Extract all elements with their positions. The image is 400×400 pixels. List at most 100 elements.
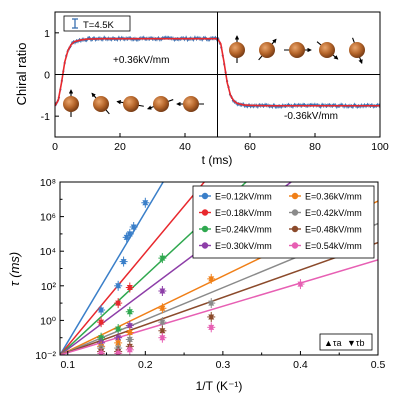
legend-swatch-marker <box>201 192 209 200</box>
legend-swatch-marker <box>201 225 209 233</box>
bottom-y-tick-label: 10² <box>41 281 57 293</box>
positive-field-label: +0.36kV/mm <box>113 55 169 66</box>
legend-entry-label: E=0.24kV/mm <box>215 225 272 235</box>
top-ylabel: Chiral ratio <box>14 43 29 106</box>
data-point-tau-a <box>159 319 166 325</box>
legend-entry-label: E=0.36kV/mm <box>305 192 362 202</box>
data-point-tau-a <box>126 336 133 342</box>
bottom-y-tick-label: 10⁸ <box>40 177 56 189</box>
top-x-tick-label: 0 <box>52 141 58 153</box>
top-x-tick-label: 40 <box>179 141 191 153</box>
bottom-y-tick-label: 10⁻² <box>35 350 56 362</box>
top-legend-box <box>63 15 131 32</box>
data-point-tau-a <box>159 335 166 341</box>
legend-swatch-marker <box>201 242 209 249</box>
data-point-tau-a <box>126 323 133 329</box>
top-legend-label: T=4.5K <box>83 20 115 31</box>
bottom-xlabel: 1/T (K⁻¹) <box>196 379 243 393</box>
top-xlabel: t (ms) <box>202 153 233 167</box>
spin-ball <box>63 96 79 112</box>
fit-line <box>60 182 205 355</box>
legend-swatch-marker <box>291 209 299 216</box>
spin-chain-illustrations <box>63 35 365 117</box>
top-x-tick-label: 80 <box>309 141 321 153</box>
data-point-tau-a <box>126 285 133 291</box>
top-x-tick-label: 60 <box>244 141 256 153</box>
bottom-legend-box <box>192 185 375 259</box>
bottom-x-tick-label: 0.2 <box>138 359 153 371</box>
spin-ball <box>123 96 139 112</box>
top-axis-ticks: 0 20 40 60 80 100 -1 0 1 <box>41 28 389 153</box>
spin-ball <box>153 96 169 112</box>
data-point-tau-a <box>159 328 166 334</box>
legend-swatch-marker <box>291 192 299 200</box>
bottom-x-tick-label: 0.5 <box>371 359 386 371</box>
legend-swatch-marker <box>201 209 209 216</box>
legend-swatch-marker <box>291 225 299 233</box>
data-point-tau-a <box>115 326 122 332</box>
bottom-x-tick-label: 0.1 <box>60 359 75 371</box>
top-x-tick-label: 20 <box>114 141 126 153</box>
data-point-tau-a <box>208 324 215 330</box>
marker-legend-tau-a: ▲τa <box>324 338 341 348</box>
data-point-tau-a <box>208 300 215 306</box>
relaxation-time-chart: 0.1 0.2 0.3 0.4 0.5 10⁻² 10⁰ 10² 10⁴ 10⁶ 10⁸ τ (ms… <box>7 177 385 393</box>
data-point-tau-a <box>98 319 105 325</box>
top-y-tick-label: 0 <box>44 70 50 82</box>
bottom-x-tick-label: 0.3 <box>216 359 231 371</box>
top-y-tick-label: -1 <box>41 111 50 123</box>
bottom-legend: E=0.12kV/mm E=0.18kV/mm E=0.24kV/mm E=0.30k… <box>192 185 375 259</box>
legend-entry-label: E=0.30kV/mm <box>215 241 272 251</box>
data-point-tau-a <box>130 224 137 230</box>
data-point-tau-a <box>159 305 166 311</box>
data-point-tau-a <box>159 255 166 261</box>
data-point-tau-a <box>208 314 215 320</box>
data-point-tau-a <box>98 350 104 355</box>
legend-entry-label: E=0.12kV/mm <box>215 192 272 202</box>
top-y-tick-label: 1 <box>44 28 50 40</box>
fit-line <box>60 259 378 355</box>
top-legend: T=4.5K <box>63 15 131 32</box>
bottom-y-tick-label: 10⁰ <box>40 315 57 327</box>
legend-entry-label: E=0.48kV/mm <box>305 225 362 235</box>
data-point-tau-a <box>297 281 304 287</box>
chirality-time-chart: 0 20 40 60 80 100 -1 0 1 Chiral ratio t (ms) T=4… <box>14 11 389 167</box>
data-point-tau-a <box>115 300 122 306</box>
data-point-tau-a <box>98 335 105 341</box>
bottom-legend-items: E=0.12kV/mm E=0.18kV/mm E=0.24kV/mm E=0.30k… <box>199 192 362 251</box>
legend-entry-label: E=0.42kV/mm <box>305 208 362 218</box>
spin-ball <box>319 42 335 58</box>
spin-ball <box>289 42 305 58</box>
negative-field-label: -0.36kV/mm <box>284 111 338 122</box>
top-x-tick-label: 100 <box>371 141 389 153</box>
data-point-tau-a <box>98 307 105 313</box>
data-point-tau-a <box>115 350 121 355</box>
bottom-y-tick-label: 10⁴ <box>40 246 56 258</box>
data-point-tau-a <box>115 335 122 341</box>
bottom-x-tick-label: 0.4 <box>293 359 308 371</box>
fit-line <box>60 241 378 355</box>
data-point-tau-a <box>120 259 127 265</box>
marker-legend: ▲τa ▼τb <box>319 333 373 351</box>
data-point-tau-a <box>126 330 133 336</box>
data-point-tau-a <box>115 283 122 289</box>
data-point-tau-a <box>159 288 166 294</box>
legend-entry-label: E=0.54kV/mm <box>305 241 362 251</box>
marker-legend-tau-b: ▼τb <box>347 338 364 348</box>
spin-ball <box>183 96 199 112</box>
bottom-y-tick-label: 10⁶ <box>40 212 56 224</box>
data-point-tau-a <box>126 347 133 353</box>
data-point-tau-a <box>123 234 130 240</box>
data-point-tau-a <box>142 200 149 206</box>
spin-ball <box>349 42 365 58</box>
spin-ball <box>93 96 109 112</box>
legend-entry-label: E=0.18kV/mm <box>215 208 272 218</box>
data-point-tau-a <box>115 340 122 346</box>
bottom-axis-ticks: 0.1 0.2 0.3 0.4 0.5 10⁻² 10⁰ 10² 10⁴ 10⁶ 10⁸ <box>35 177 385 371</box>
data-point-tau-a <box>126 309 133 315</box>
marker-legend-box <box>319 333 373 351</box>
bottom-ylabel: τ (ms) <box>7 252 22 286</box>
data-point-tau-a <box>126 231 133 237</box>
spin-ball <box>229 42 245 58</box>
